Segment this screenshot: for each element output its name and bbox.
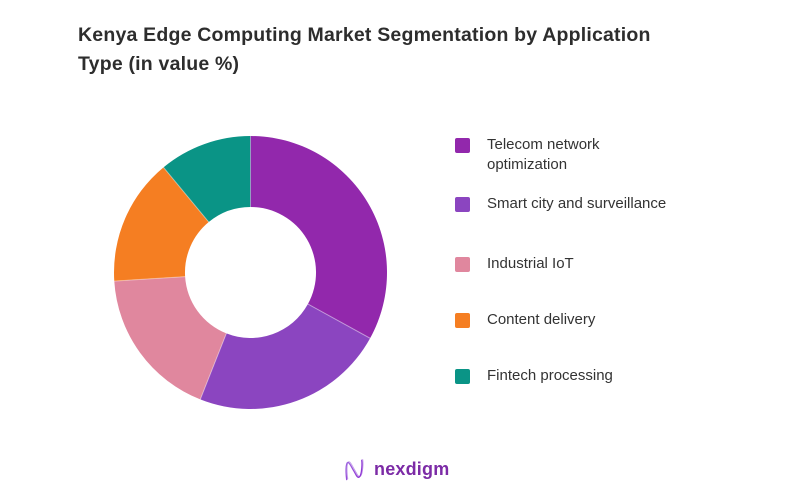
legend-label: Industrial IoT bbox=[487, 255, 574, 272]
slice-separator bbox=[113, 276, 186, 282]
brand-logo[interactable]: nexdigm bbox=[343, 454, 449, 484]
slice-separator bbox=[307, 303, 371, 339]
legend-item-fintech-processing[interactable]: Fintech processing bbox=[455, 366, 613, 386]
pie-slice-industrial-iot[interactable] bbox=[114, 276, 227, 400]
legend-item-smart-city-and-surveillance[interactable]: Smart city and surveillance bbox=[455, 194, 666, 214]
legend-swatch bbox=[455, 369, 470, 384]
chart-title: Kenya Edge Computing Market Segmentation… bbox=[78, 24, 651, 75]
legend-swatch bbox=[455, 257, 470, 272]
pie-slice-fintech-processing[interactable] bbox=[163, 136, 251, 223]
legend-label: Telecom network optimization bbox=[487, 136, 600, 173]
legend-swatch bbox=[455, 138, 470, 153]
brand-name: nexdigm bbox=[374, 458, 450, 479]
legend-label: Fintech processing bbox=[487, 367, 613, 384]
legend-label: Content delivery bbox=[487, 311, 596, 328]
legend-swatch bbox=[455, 313, 470, 328]
donut-chart bbox=[113, 135, 388, 409]
legend-item-industrial-iot[interactable]: Industrial IoT bbox=[455, 254, 574, 274]
legend-label: Smart city and surveillance bbox=[487, 195, 667, 212]
legend-item-content-delivery[interactable]: Content delivery bbox=[455, 310, 595, 330]
slice-separator bbox=[199, 332, 228, 401]
legend-item-telecom-network-optimization[interactable]: Telecom network optimization bbox=[455, 135, 662, 175]
slice-separator bbox=[162, 166, 210, 223]
pie-slice-smart-city-and-surveillance[interactable] bbox=[200, 304, 371, 409]
chart-legend: Telecom network optimization Smart city a… bbox=[455, 135, 735, 395]
nexdigm-logo-icon bbox=[345, 458, 364, 480]
legend-swatch bbox=[455, 197, 470, 212]
pie-slice-content-delivery[interactable] bbox=[114, 167, 209, 282]
pie-slice-telecom-network-optimization[interactable] bbox=[250, 136, 388, 339]
